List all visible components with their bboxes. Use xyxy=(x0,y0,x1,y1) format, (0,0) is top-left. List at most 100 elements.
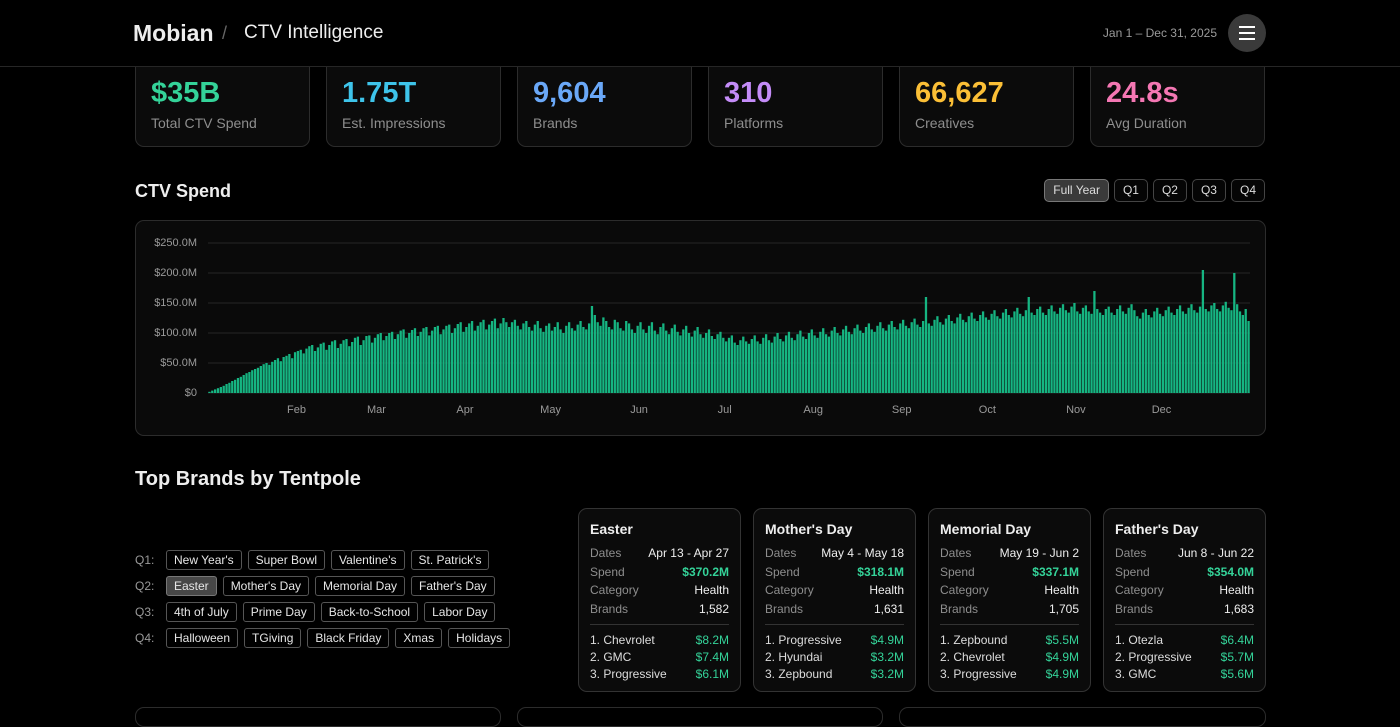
tentpole-card: Mother's Day Dates May 4 - May 18 Spend $318… xyxy=(753,508,916,692)
field-value: May 4 - May 18 xyxy=(821,546,904,560)
bar xyxy=(405,337,408,393)
tentpole-chip[interactable]: Valentine's xyxy=(331,550,405,570)
bar xyxy=(262,364,265,393)
bar xyxy=(291,358,294,393)
tentpole-chip[interactable]: Halloween xyxy=(166,628,239,648)
tentpole-chip[interactable]: 4th of July xyxy=(166,602,237,622)
bar xyxy=(268,364,271,393)
bar xyxy=(1073,303,1076,393)
range-button[interactable]: Q4 xyxy=(1230,179,1265,202)
bar xyxy=(242,375,245,393)
bar xyxy=(822,328,825,393)
tentpole-chip[interactable]: Memorial Day xyxy=(315,576,406,596)
bar xyxy=(722,337,725,393)
bar xyxy=(853,328,856,393)
tentpole-chip[interactable]: Holidays xyxy=(448,628,511,648)
bar xyxy=(913,318,916,393)
bar xyxy=(488,324,491,393)
bar xyxy=(473,330,477,393)
bar xyxy=(1059,307,1062,393)
bar xyxy=(465,327,468,393)
card-row: Dates May 4 - May 18 xyxy=(765,545,904,561)
bar xyxy=(530,330,534,393)
tentpole-chip[interactable]: St. Patrick's xyxy=(410,550,490,570)
bar xyxy=(705,333,708,393)
bar xyxy=(736,345,739,393)
bar xyxy=(1187,307,1190,393)
bar xyxy=(1130,304,1133,393)
card-row: Brands 1,705 xyxy=(940,601,1079,617)
bar xyxy=(253,369,257,393)
bar xyxy=(1201,270,1205,393)
bar xyxy=(213,389,217,393)
tentpole-chip[interactable]: Xmas xyxy=(395,628,443,648)
card-row: Brands 1,683 xyxy=(1115,601,1254,617)
bar xyxy=(422,328,425,393)
tentpole-chip[interactable]: Mother's Day xyxy=(222,576,309,596)
bar xyxy=(1190,304,1193,393)
range-button[interactable]: Q1 xyxy=(1113,179,1148,202)
card-row: Dates Jun 8 - Jun 22 xyxy=(1115,545,1254,561)
tentpole-chip[interactable]: TGiving xyxy=(244,628,302,648)
bar xyxy=(553,327,556,393)
tentpole-chip[interactable]: Black Friday xyxy=(307,628,390,648)
bar xyxy=(419,331,422,393)
bar xyxy=(276,358,280,393)
bar xyxy=(1116,309,1119,393)
bar xyxy=(593,315,596,393)
bar xyxy=(907,328,910,393)
kpi-value: $35B xyxy=(151,77,221,109)
section-title: CTV Intelligence xyxy=(244,22,384,43)
bar xyxy=(525,321,528,393)
tentpole-chip[interactable]: Prime Day xyxy=(242,602,315,622)
bar xyxy=(450,333,454,393)
bar xyxy=(351,342,354,393)
bar xyxy=(1150,317,1153,393)
tentpole-chip[interactable]: Back-to-School xyxy=(320,602,419,622)
bar xyxy=(379,333,382,393)
kpi-value: 24.8s xyxy=(1106,77,1179,109)
bar xyxy=(365,336,368,393)
brand-name: 1. Otezla xyxy=(1115,633,1164,647)
bar xyxy=(804,339,808,393)
tentpole-chip[interactable]: Easter xyxy=(166,576,217,596)
bar xyxy=(650,322,654,393)
bar xyxy=(590,306,594,393)
range-button[interactable]: Q2 xyxy=(1152,179,1187,202)
bar xyxy=(208,391,211,393)
tentpole-chip[interactable]: Labor Day xyxy=(424,602,496,622)
bar xyxy=(493,318,497,393)
range-buttons: Full Year Q1 Q2 Q3 Q4 xyxy=(1044,179,1265,202)
tentpole-chip[interactable]: Super Bowl xyxy=(247,550,326,570)
bar xyxy=(1207,311,1210,393)
bar xyxy=(690,336,694,393)
bar xyxy=(399,330,402,393)
bar xyxy=(359,345,362,393)
section-title: Top Brands by Tentpole xyxy=(135,468,361,490)
bar xyxy=(1236,304,1239,393)
menu-bar xyxy=(1239,26,1255,28)
menu-bar xyxy=(1239,38,1255,40)
menu-button[interactable] xyxy=(1228,14,1266,52)
y-tick-label: $50.0M xyxy=(160,357,197,369)
bar xyxy=(819,331,822,393)
tentpole-chip[interactable]: Father's Day xyxy=(411,576,495,596)
range-button[interactable]: Q3 xyxy=(1191,179,1226,202)
bar xyxy=(348,346,351,393)
brand-spend: $5.7M xyxy=(1220,649,1254,664)
range-button[interactable]: Full Year xyxy=(1044,179,1109,202)
bar xyxy=(762,337,765,393)
bar xyxy=(1050,305,1053,393)
bar xyxy=(1127,307,1130,393)
kpi-label: Total CTV Spend xyxy=(151,115,257,131)
x-tick-label: Nov xyxy=(1066,404,1086,416)
tentpole-chip[interactable]: New Year's xyxy=(166,550,242,570)
brand-row: 3. Progressive $4.9M xyxy=(940,666,1079,682)
bar xyxy=(782,341,785,393)
bar xyxy=(1221,305,1225,393)
brand-row: 2. Chevrolet $4.9M xyxy=(940,649,1079,665)
card-row: Category Health xyxy=(940,582,1079,598)
bar xyxy=(485,329,488,393)
brand-spend: $3.2M xyxy=(870,666,904,681)
card-title: Mother's Day xyxy=(765,521,853,537)
